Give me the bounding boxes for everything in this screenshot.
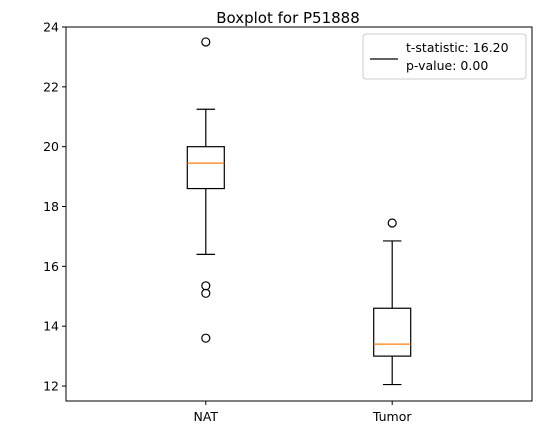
x-axis: NAT Tumor (194, 401, 413, 424)
y-axis: 12 14 16 18 20 22 24 (43, 20, 66, 394)
y-tick-label: 18 (43, 199, 59, 214)
chart-title: Boxplot for P51888 (216, 9, 360, 27)
x-tick-label-tumor: Tumor (372, 409, 412, 424)
y-tick-label: 12 (43, 379, 59, 394)
y-tick-label: 20 (43, 139, 59, 154)
legend: t-statistic: 16.20 p-value: 0.00 (363, 34, 526, 79)
legend-entry-pvalue: p-value: 0.00 (406, 58, 488, 73)
y-tick-label: 22 (43, 79, 59, 94)
y-tick-label: 24 (43, 20, 59, 35)
legend-entry-tstat: t-statistic: 16.20 (406, 40, 509, 55)
x-tick-label-nat: NAT (194, 409, 219, 424)
plot-area (66, 27, 532, 401)
y-tick-label: 14 (43, 319, 59, 334)
y-tick-label: 16 (43, 259, 59, 274)
